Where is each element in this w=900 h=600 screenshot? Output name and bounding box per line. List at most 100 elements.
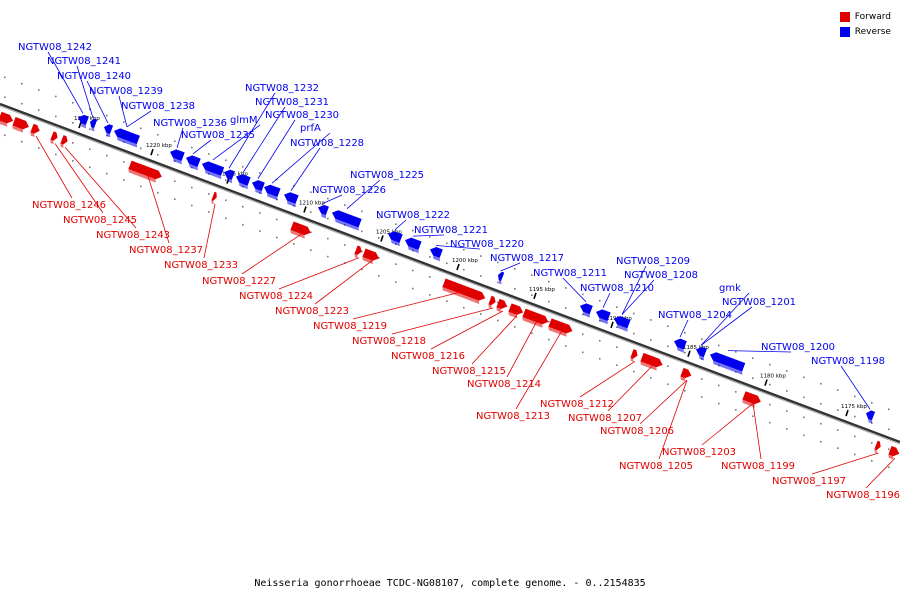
guide-dot [497,261,499,264]
guide-dot [225,199,227,202]
reverse-gene-label: NGTW08_1232 [245,83,319,94]
guide-dot [463,248,465,251]
guide-dot [480,255,482,257]
guide-dot [242,165,244,168]
forward-gene [488,295,496,309]
scale-tick-label: 1195 kbp [529,287,555,293]
gene-body [114,128,140,145]
forward-leader-line [352,290,467,320]
reverse-gene-label: NGTW08_1239 [89,86,163,97]
guide-dot [752,415,754,418]
reverse-gene-label: NGTW08_1210 [580,283,654,294]
reverse-gene-label: NGTW08_1198 [811,356,885,367]
guide-dot [310,191,312,194]
gene-body [290,221,311,236]
guide-dot [412,287,414,290]
guide-dot [4,76,6,79]
reverse-gene [696,346,707,361]
guide-dot [327,237,329,240]
guide-dot [752,357,754,360]
guide-dot [4,96,6,99]
gene-body [580,303,593,315]
gene-body [30,123,40,134]
guide-dot [497,301,499,304]
guide-dot [191,186,193,189]
gene-body [284,192,299,204]
guide-dot [361,210,363,213]
gene-body [630,349,638,359]
guide-dot [854,395,856,398]
scale-tick [303,206,307,213]
guide-dot [514,288,516,290]
scale-tick-label: 1205 kbp [376,229,402,235]
reverse-leader-line [679,319,689,338]
reverse-gene [186,155,201,171]
gene-body [332,210,362,228]
gene-body [90,118,98,129]
gene-body [50,131,58,141]
reverse-leader-line [47,51,84,114]
gene-side [290,229,305,239]
scale-tick [533,292,537,300]
reverse-leader-line [840,365,871,410]
forward-gene-label: NGTW08_1245 [63,215,137,226]
gene-body [696,346,707,358]
guide-dot [786,410,788,412]
reverse-gene [78,114,89,129]
guide-dot [633,370,635,373]
reverse-gene-label: NGTW08_1228 [290,138,364,149]
forward-leader-line [506,320,538,378]
scale-tick [764,379,768,386]
guide-dot [463,306,465,309]
reverse-leader-line [118,95,128,127]
forward-gene [742,391,761,408]
scale-tick [845,409,849,417]
reverse-gene-label: NGTW08_1238 [121,101,195,112]
reverse-gene [236,174,251,190]
reverse-gene-label: glmM [230,115,258,126]
reverse-gene [264,184,281,201]
reverse-leader-line [346,179,381,209]
forward-gene-label: NGTW08_1203 [662,447,736,458]
guide-dot [514,326,516,328]
gene-side [496,307,502,313]
forward-leader-line [515,330,563,410]
gene-side [617,324,628,332]
reverse-leader-line [500,262,521,272]
forward-gene-label: NGTW08_1196 [826,490,900,501]
gene-body [548,318,573,334]
scale-tick [687,350,691,358]
guide-dot [684,389,686,392]
gene-body [674,338,687,350]
guide-dot [276,236,278,239]
gene-side [205,169,222,180]
guide-dot [803,376,805,379]
forward-gene-label: NGTW08_1199 [721,461,795,472]
guide-dot [72,160,74,162]
guide-dot [786,428,788,430]
gene-side [354,253,358,259]
guide-dot [769,383,771,386]
guide-dot [310,249,312,252]
reverse-leader-line [322,194,343,204]
guide-dot [718,344,720,347]
guide-dot [72,102,74,104]
gene-side [599,317,608,325]
forward-gene-label: NGTW08_1237 [129,245,203,256]
gene-side [498,280,502,285]
guide-dot [701,396,703,398]
gene-side [391,239,400,247]
guide-dot [106,114,108,117]
gene-body [104,124,114,135]
scale-tick-label: 1185 kbp [683,345,709,351]
reverse-gene-label: prfA [300,123,321,134]
gene-side [50,139,54,145]
forward-gene-label: NGTW08_1213 [476,411,550,422]
forward-leader-line [391,307,494,335]
gene-body [498,271,505,281]
guide-dot [633,312,635,315]
reverse-gene [202,161,225,180]
guide-dot [701,338,703,340]
scale-tick-label: 1175 kbp [841,404,867,410]
